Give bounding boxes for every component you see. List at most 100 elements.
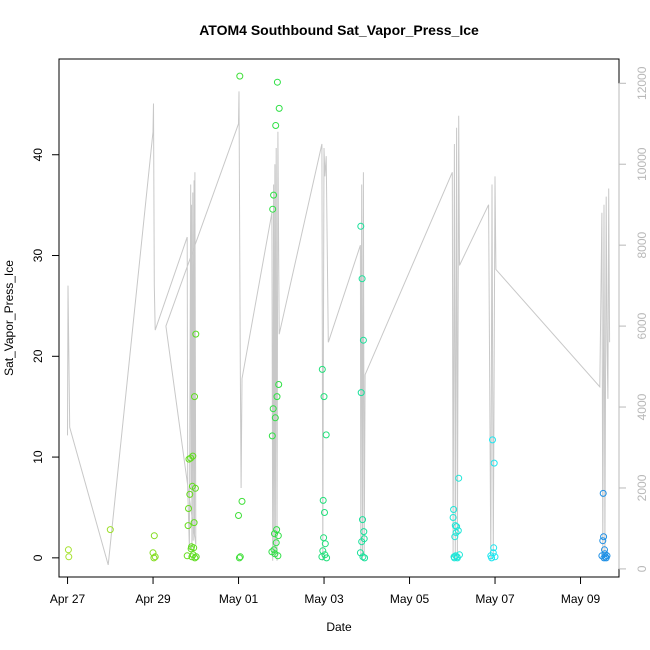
x-tick-label: May 07 <box>475 592 515 606</box>
y2-axis: 0 2000 4000 6000 8000 10000 12000 <box>618 66 649 572</box>
scatter-points <box>64 72 611 562</box>
scatter-point <box>271 414 279 422</box>
scatter-point <box>192 330 200 338</box>
scatter-point <box>599 489 607 497</box>
scatter-point <box>320 534 328 542</box>
scatter-point <box>454 527 462 535</box>
y2-tick-label: 10000 <box>635 147 649 181</box>
x-tick-label: May 03 <box>304 592 344 606</box>
scatter-point <box>450 506 458 513</box>
scatter-point <box>185 505 192 512</box>
scatter-point <box>184 522 192 530</box>
scatter-point <box>64 546 72 554</box>
x-axis: Apr 27 Apr 29 May 01 May 03 May 05 May 07 May … <box>50 576 601 606</box>
y-axis: 0 10 20 30 40 <box>31 148 60 561</box>
scatter-point <box>192 553 200 561</box>
scatter-point <box>150 532 158 540</box>
scatter-point <box>190 544 198 552</box>
y2-tick-label: 4000 <box>635 393 649 420</box>
scatter-point <box>359 336 367 344</box>
scatter-point <box>235 512 242 519</box>
scatter-point <box>603 552 611 560</box>
scatter-point <box>275 381 283 388</box>
scatter-point <box>65 553 73 561</box>
y-tick-label: 20 <box>31 349 45 363</box>
scatter-point <box>270 546 278 554</box>
scatter-point <box>320 393 328 401</box>
scatter-point <box>270 191 278 199</box>
y2-tick-label: 8000 <box>635 231 649 258</box>
altitude-line <box>67 91 611 566</box>
y2-tick-label: 2000 <box>635 474 649 501</box>
scatter-point <box>357 222 365 230</box>
scatter-point <box>599 537 607 545</box>
scatter-point <box>268 432 276 440</box>
scatter-point <box>357 389 365 397</box>
scatter-point <box>319 547 327 555</box>
scatter-point <box>489 549 497 557</box>
scatter-point <box>601 546 608 554</box>
scatter-point <box>191 484 199 492</box>
scatter-point <box>318 365 326 373</box>
scatter-point <box>360 535 368 543</box>
scatter-point <box>275 104 283 112</box>
x-tick-label: Apr 29 <box>135 592 171 606</box>
scatter-point <box>150 554 158 562</box>
scatter-point <box>190 519 198 527</box>
y-tick-label: 0 <box>31 554 45 561</box>
scatter-point <box>236 72 244 80</box>
x-axis-label: Date <box>326 620 352 634</box>
scatter-point <box>106 526 114 534</box>
y-tick-label: 30 <box>31 249 45 263</box>
scatter-point <box>269 205 277 213</box>
y2-tick-label: 0 <box>635 565 649 572</box>
scatter-point <box>271 530 278 538</box>
scatter-point <box>235 554 243 562</box>
scatter-point <box>490 459 498 467</box>
scatter-point <box>186 490 194 498</box>
scatter-point <box>321 540 329 548</box>
scatter-point <box>359 553 367 561</box>
scatter-point <box>452 552 460 560</box>
x-tick-label: Apr 27 <box>50 592 86 606</box>
scatter-point <box>600 533 608 541</box>
scatter-point <box>358 275 366 283</box>
chart-title: ATOM4 Southbound Sat_Vapor_Press_Ice <box>199 22 479 38</box>
scatter-point <box>274 552 282 560</box>
scatter-point <box>359 516 366 524</box>
scatter-point <box>273 526 281 534</box>
scatter-point <box>236 553 244 561</box>
scatter-point <box>189 452 197 460</box>
scatter-point <box>491 553 499 561</box>
scatter-point <box>490 544 498 552</box>
scatter-point <box>151 553 159 561</box>
y2-tick-label: 12000 <box>635 66 649 100</box>
scatter-point <box>238 497 246 505</box>
y-tick-label: 10 <box>31 450 45 464</box>
scatter-point <box>191 393 198 401</box>
scatter-point <box>456 551 463 559</box>
scatter-point <box>361 554 369 562</box>
scatter-point <box>323 554 331 562</box>
plot-frame <box>58 58 620 578</box>
scatter-point <box>272 539 280 547</box>
scatter-point <box>449 514 457 521</box>
scatter-point <box>489 436 496 444</box>
scatter-point <box>601 550 609 558</box>
scatter-point <box>191 554 199 562</box>
scatter-point <box>455 474 463 482</box>
scatter-point <box>601 553 609 561</box>
x-tick-label: May 01 <box>219 592 259 606</box>
x-tick-label: May 09 <box>561 592 601 606</box>
y2-tick-label: 6000 <box>635 312 649 339</box>
scatter-point <box>274 532 282 540</box>
scatter-point <box>322 431 330 439</box>
scatter-point <box>269 405 277 413</box>
scatter-point <box>187 454 195 462</box>
scatter-point <box>149 549 157 557</box>
y-axis-label: Sat_Vapor_Press_Ice <box>2 260 16 376</box>
scatter-point <box>451 522 459 530</box>
scatter-point <box>321 509 328 516</box>
scatter-point <box>453 523 461 531</box>
